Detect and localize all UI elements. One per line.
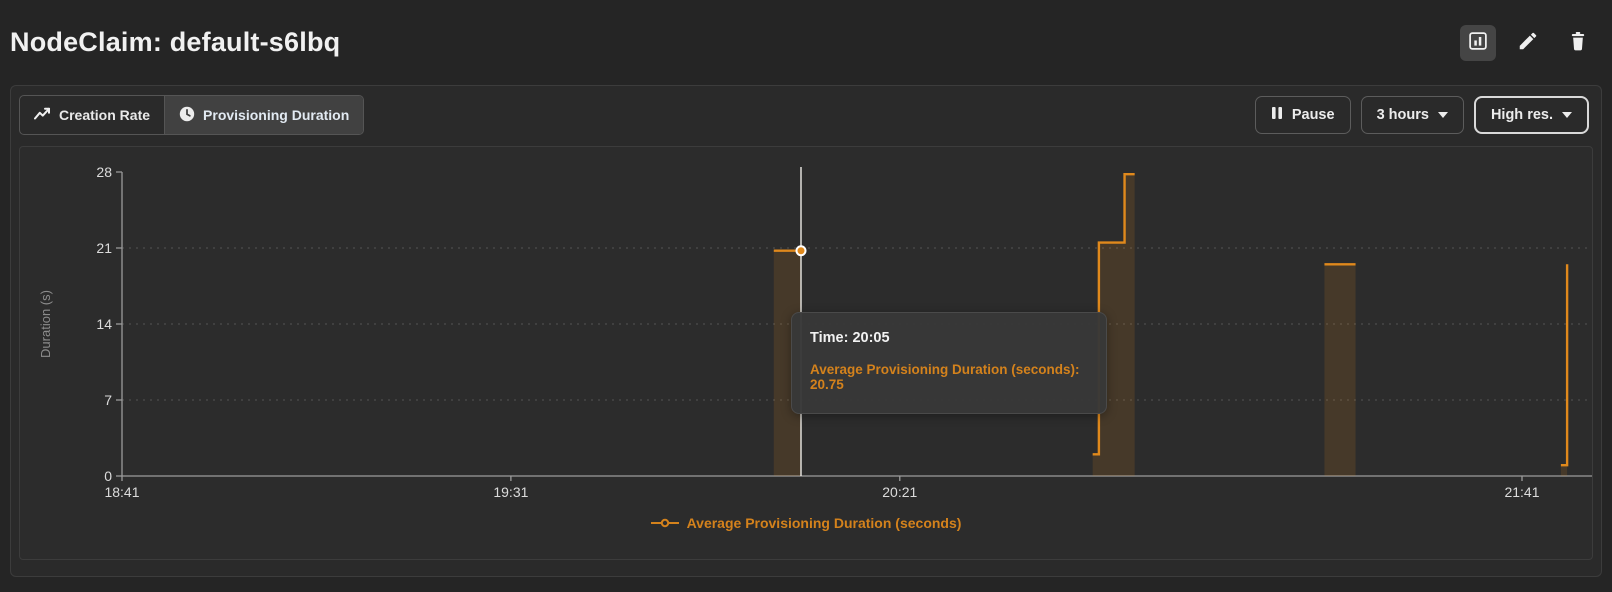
bar-chart-icon (1467, 30, 1489, 55)
y-tick-label: 28 (96, 164, 112, 180)
pause-button[interactable]: Pause (1254, 96, 1351, 134)
edit-button[interactable] (1510, 25, 1546, 61)
active-point-dot (795, 245, 807, 257)
chart-container: 0 7 14 21 28 18:41 19:31 20:21 21:41 Duration (s)… (19, 146, 1593, 560)
x-tick-label: 20:21 (882, 484, 917, 500)
tooltip-value: Average Provisioning Duration (seconds):… (810, 362, 1080, 392)
y-tick-label: 14 (96, 316, 112, 332)
header: NodeClaim: default-s6lbq (0, 0, 1612, 85)
tab-label: Provisioning Duration (203, 107, 350, 123)
chart-view-button[interactable] (1460, 24, 1496, 61)
chart-tabs: Creation Rate Provisioning Duration (19, 95, 365, 135)
time-range-value: 3 hours (1376, 107, 1429, 123)
toolbar: Creation Rate Provisioning Duration (19, 94, 1593, 136)
resolution-value: High res. (1490, 107, 1553, 123)
pause-label: Pause (1291, 107, 1335, 123)
time-range-dropdown[interactable]: 3 hours (1360, 96, 1464, 134)
tooltip-time: Time: 20:05 (810, 330, 890, 346)
chart-tooltip: Time: 20:05 Average Provisioning Duratio… (791, 312, 1107, 414)
trash-icon (1568, 30, 1588, 55)
page-title: NodeClaim: default-s6lbq (10, 27, 341, 57)
y-tick-label: 21 (96, 240, 112, 256)
x-tick-label: 18:41 (104, 484, 139, 500)
y-axis-title: Duration (s) (38, 290, 53, 358)
header-actions (1460, 24, 1596, 61)
toolbar-right: Pause 3 hours High res. (1254, 96, 1593, 134)
pencil-icon (1517, 30, 1539, 55)
chart-legend[interactable]: Average Provisioning Duration (seconds) (20, 515, 1592, 531)
chart-panel: Creation Rate Provisioning Duration (10, 85, 1602, 577)
x-tick-label: 21:41 (1504, 484, 1539, 500)
y-tick-label: 0 (104, 468, 112, 484)
tab-provisioning-duration[interactable]: Provisioning Duration (164, 96, 364, 134)
axes: 0 7 14 21 28 18:41 19:31 20:21 21:41 (96, 164, 1592, 500)
tab-creation-rate[interactable]: Creation Rate (20, 96, 164, 134)
y-tick-label: 7 (104, 392, 112, 408)
resolution-dropdown[interactable]: High res. (1473, 96, 1589, 134)
chevron-down-icon (1562, 112, 1572, 118)
chevron-down-icon (1437, 112, 1448, 118)
legend-marker-icon (650, 515, 679, 531)
x-tick-label: 19:31 (493, 484, 528, 500)
delete-button[interactable] (1560, 25, 1596, 61)
trending-up-icon (34, 107, 51, 123)
tab-label: Creation Rate (59, 107, 151, 123)
legend-label: Average Provisioning Duration (seconds) (686, 515, 962, 531)
clock-icon (179, 106, 195, 125)
pause-icon (1271, 106, 1283, 124)
